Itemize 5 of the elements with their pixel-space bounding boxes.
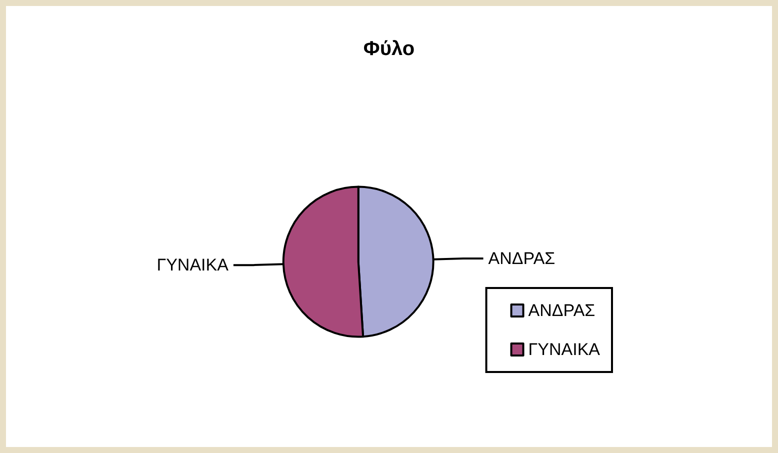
legend-label: ΓΥΝΑΙΚΑ xyxy=(528,340,601,359)
slice-label: ΓΥΝΑΙΚΑ xyxy=(156,256,230,275)
chart-title: Φύλο xyxy=(363,38,415,60)
legend-label: ΑΝΔΡΑΣ xyxy=(528,301,596,320)
slice-label: ΑΝΔΡΑΣ xyxy=(488,248,556,268)
